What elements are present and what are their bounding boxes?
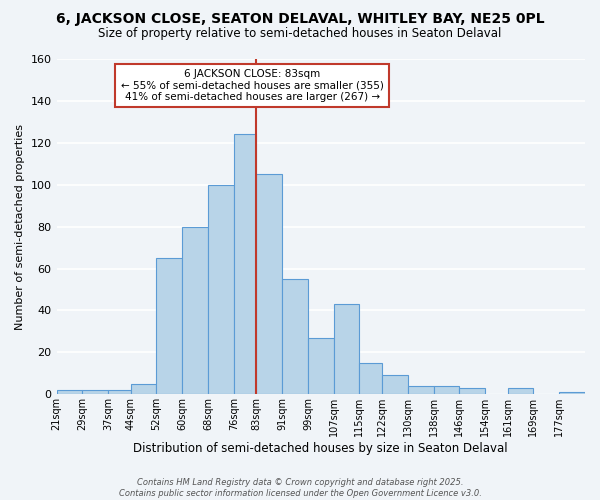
Text: Size of property relative to semi-detached houses in Seaton Delaval: Size of property relative to semi-detach… — [98, 28, 502, 40]
Text: Contains HM Land Registry data © Crown copyright and database right 2025.
Contai: Contains HM Land Registry data © Crown c… — [119, 478, 481, 498]
X-axis label: Distribution of semi-detached houses by size in Seaton Delaval: Distribution of semi-detached houses by … — [133, 442, 508, 455]
Bar — [559, 392, 585, 394]
Text: 6, JACKSON CLOSE, SEATON DELAVAL, WHITLEY BAY, NE25 0PL: 6, JACKSON CLOSE, SEATON DELAVAL, WHITLE… — [56, 12, 544, 26]
Bar — [234, 134, 256, 394]
Bar — [182, 226, 208, 394]
Bar — [334, 304, 359, 394]
Bar — [434, 386, 460, 394]
Bar — [408, 386, 434, 394]
Bar — [256, 174, 282, 394]
Bar — [131, 384, 157, 394]
Bar — [82, 390, 108, 394]
Bar — [282, 279, 308, 394]
Text: 6 JACKSON CLOSE: 83sqm
← 55% of semi-detached houses are smaller (355)
41% of se: 6 JACKSON CLOSE: 83sqm ← 55% of semi-det… — [121, 69, 383, 102]
Bar — [56, 390, 82, 394]
Bar — [382, 376, 408, 394]
Bar — [208, 184, 234, 394]
Bar — [508, 388, 533, 394]
Bar — [308, 338, 334, 394]
Bar — [157, 258, 182, 394]
Bar — [460, 388, 485, 394]
Bar — [108, 390, 131, 394]
Y-axis label: Number of semi-detached properties: Number of semi-detached properties — [15, 124, 25, 330]
Bar — [359, 363, 382, 394]
